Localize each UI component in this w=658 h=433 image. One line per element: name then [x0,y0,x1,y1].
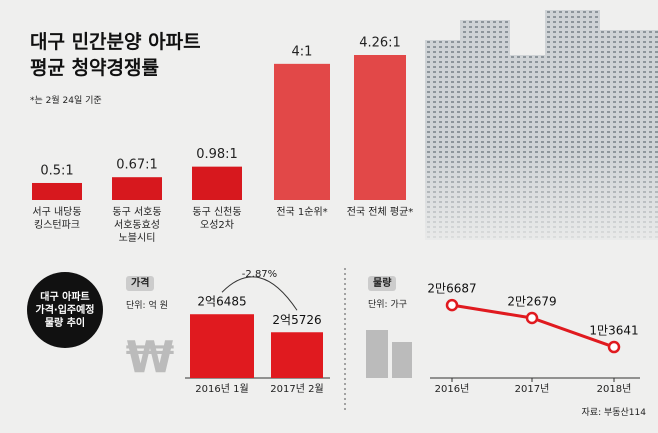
value-label: 1만3641 [589,324,638,338]
x-tick-label: 2018년 [597,383,632,395]
value-label: 2억5726 [272,313,321,327]
category-label: 서구 내당동 킹스턴파크 [32,207,82,231]
value-label: 4.26:1 [359,36,401,51]
value-label: 2만6687 [427,282,476,296]
title: 대구 민간분양 아파트 평균 청약경쟁률 [30,31,201,79]
change-label: -2.87% [242,269,277,280]
value-label: 2억6485 [197,295,246,309]
x-tick-label: 2016년 [435,383,470,395]
bar [354,55,406,200]
volume-title: 물량 [368,276,397,291]
bar [274,63,330,201]
category-label: 동구 서호동 서호동효성 노블시티 [112,207,162,244]
x-tick-label: 2017년 2월 [270,383,323,395]
won-icon: ₩ [126,332,175,383]
category-label: 전국 전체 평균* [346,207,414,218]
value-label: 0.98:1 [196,147,238,162]
x-tick-label: 2017년 [515,383,550,395]
value-label: 0.5:1 [40,163,73,178]
bar [112,177,162,200]
bar [192,166,242,200]
category-label: 전국 1순위* [276,207,328,218]
section-label: 대구 아파트 가격·입주예정 물량 추이 [27,272,103,348]
bar [32,182,82,200]
point [607,340,621,354]
building-icon [366,330,412,378]
price-unit: 단위: 억 원 [126,301,168,311]
point [445,298,459,312]
value-label: 4:1 [292,44,313,59]
bar [190,314,254,378]
svg-text:₩: ₩ [126,332,175,383]
value-label: 2만2679 [507,295,556,309]
source: 자료: 부동산114 [581,408,646,418]
x-tick-label: 2016년 1월 [195,383,248,395]
category-label: 동구 신천동 오성2차 [192,207,242,231]
building-photo [420,10,658,260]
volume-unit: 단위: 가구 [368,300,408,310]
price-title: 가격 [126,276,155,291]
note: *는 2월 24일 기준 [30,96,102,106]
value-label: 0.67:1 [116,158,158,173]
point [525,311,539,325]
bar [271,332,323,378]
change-arc [221,276,298,311]
